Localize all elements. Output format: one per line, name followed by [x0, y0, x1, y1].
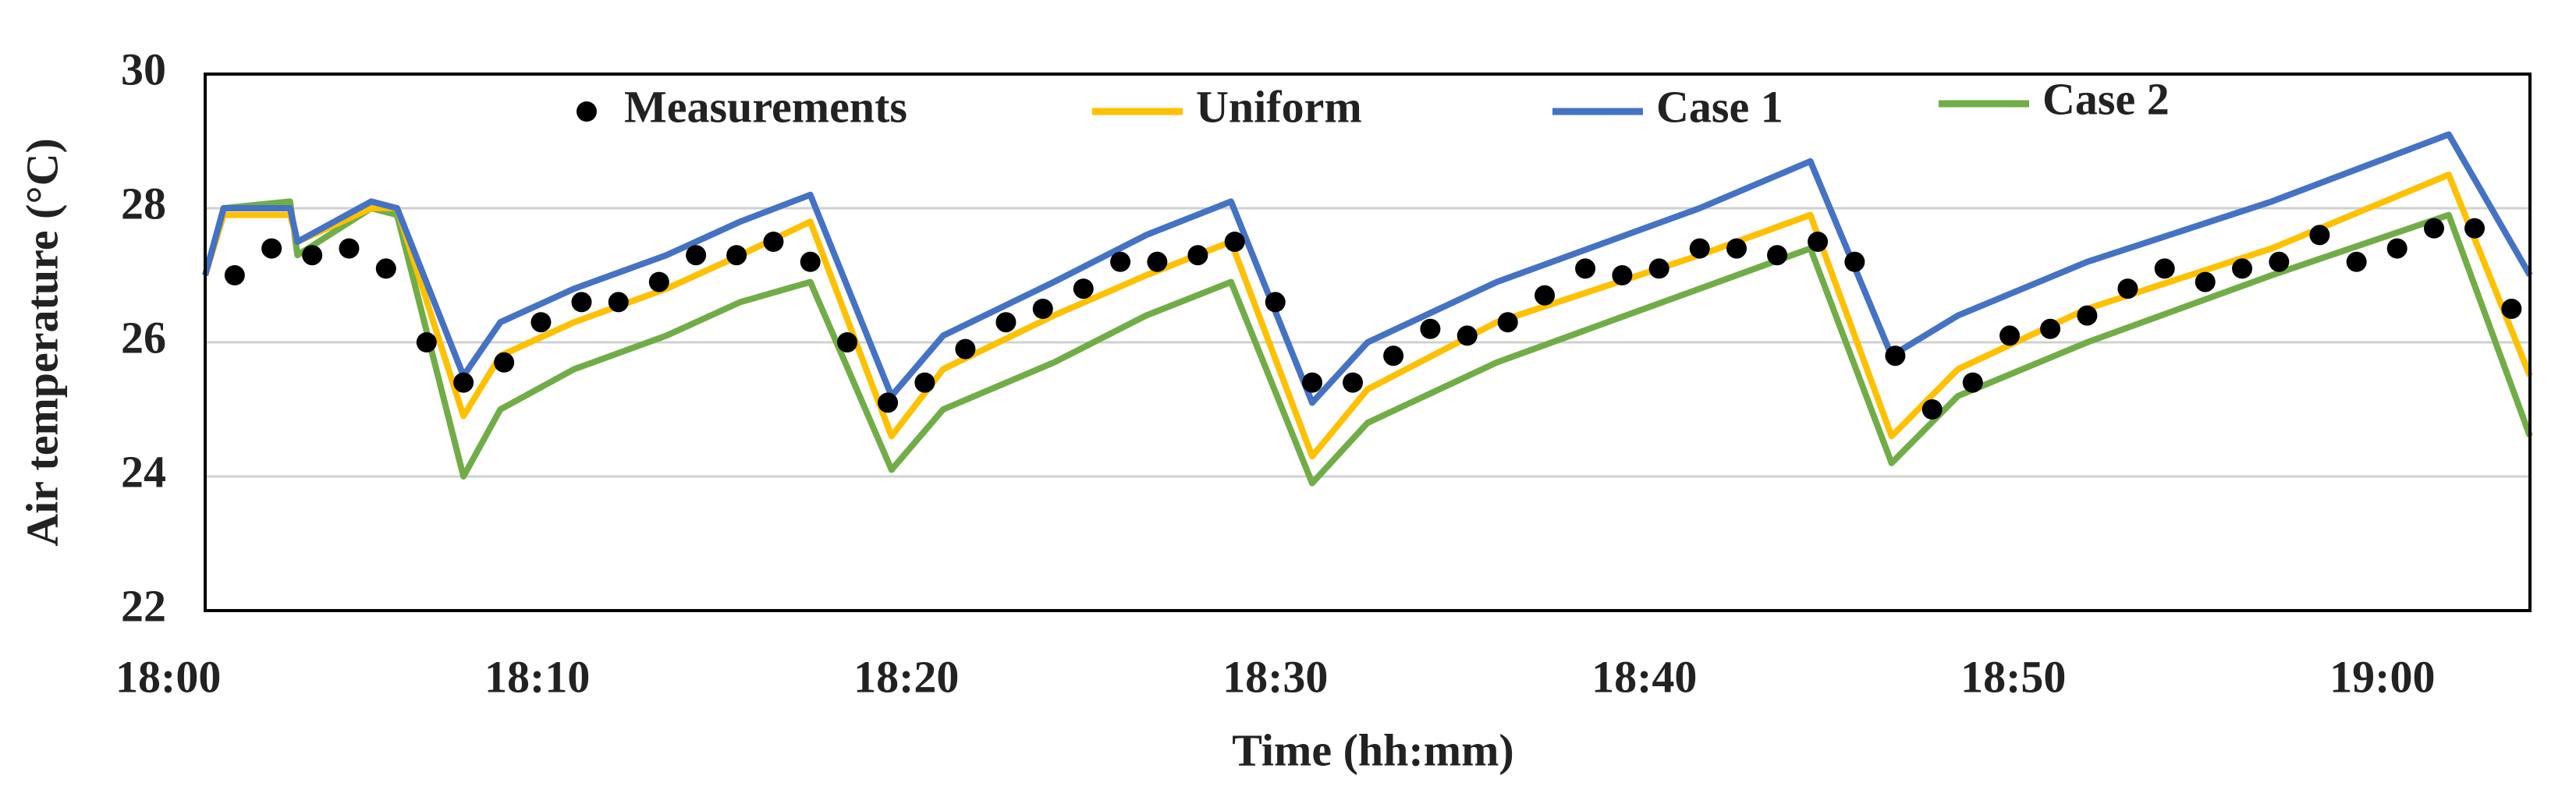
data-point	[1885, 345, 1906, 367]
data-point	[2386, 238, 2407, 259]
data-point	[375, 258, 396, 279]
legend-label: Case 1	[1656, 81, 1783, 132]
data-point	[1575, 258, 1596, 279]
data-point	[1497, 312, 1518, 333]
data-point	[2040, 318, 2061, 339]
data-point	[914, 372, 935, 393]
data-point	[1302, 372, 1323, 393]
data-point	[1962, 372, 1983, 393]
data-point	[1147, 251, 1168, 272]
data-point	[648, 271, 669, 292]
data-point	[1999, 325, 2021, 346]
data-point	[1420, 318, 1441, 339]
data-point	[800, 251, 821, 272]
data-point	[995, 312, 1017, 333]
data-point	[726, 245, 747, 266]
data-point	[2232, 258, 2253, 279]
data-point	[2501, 299, 2522, 319]
x-tick-label: 18:50	[1960, 651, 2066, 702]
y-axis-title: Air temperature (°C)	[16, 138, 67, 547]
data-point	[1767, 245, 1788, 266]
x-tick-label: 18:10	[484, 651, 590, 702]
data-point	[608, 292, 629, 313]
x-axis-title: Time (hh:mm)	[1232, 724, 1513, 775]
x-tick-label: 18:20	[853, 651, 959, 702]
data-point	[2269, 251, 2290, 272]
legend-label: Uniform	[1196, 81, 1362, 132]
data-point	[339, 238, 360, 259]
data-point	[2464, 218, 2486, 239]
x-tick-label: 18:30	[1222, 651, 1328, 702]
legend-label: Case 2	[2042, 73, 2170, 124]
data-point	[763, 232, 784, 252]
data-point	[2154, 258, 2175, 279]
data-point	[261, 238, 282, 259]
data-point	[1648, 258, 1669, 279]
data-point	[1535, 285, 1556, 306]
x-tick-label: 18:40	[1591, 651, 1697, 702]
data-point	[1612, 265, 1633, 285]
plot-border	[204, 73, 2532, 612]
data-line	[202, 198, 2533, 487]
x-tick-label: 18:00	[115, 651, 221, 702]
data-point	[494, 352, 515, 373]
legend-marker	[577, 101, 597, 122]
data-point	[453, 372, 474, 393]
legend-label: Measurements	[624, 81, 907, 132]
data-point	[837, 332, 858, 352]
data-point	[2117, 278, 2138, 299]
data-point	[416, 332, 437, 352]
data-point	[2309, 225, 2330, 246]
data-point	[1187, 245, 1208, 266]
y-tick-label: 30	[121, 44, 166, 94]
data-point	[1457, 325, 1478, 346]
data-point	[2195, 271, 2216, 292]
y-tick-label: 22	[121, 580, 166, 631]
data-point	[530, 312, 552, 333]
x-tick-label: 19:00	[2329, 651, 2435, 702]
data-line	[202, 172, 2533, 460]
data-point	[2077, 305, 2098, 326]
data-point	[1726, 238, 1747, 259]
y-tick-label: 28	[121, 178, 166, 228]
data-point	[1110, 251, 1131, 272]
data-point	[571, 292, 592, 313]
data-point	[224, 265, 245, 285]
data-point	[1032, 299, 1053, 319]
data-line	[202, 131, 2533, 406]
data-point	[1343, 372, 1364, 393]
data-point	[1265, 292, 1286, 313]
data-point	[1073, 278, 1094, 299]
y-tick-label: 26	[121, 312, 166, 363]
data-point	[1808, 232, 1829, 252]
data-point	[1224, 232, 1245, 252]
data-point	[878, 392, 899, 413]
data-point	[955, 338, 976, 359]
data-point	[1921, 399, 1943, 420]
data-point	[2424, 218, 2445, 239]
data-point	[1844, 251, 1865, 272]
data-point	[686, 245, 707, 266]
data-point	[302, 245, 323, 266]
data-point	[2346, 251, 2367, 272]
data-point	[1689, 238, 1710, 259]
y-tick-label: 24	[121, 446, 166, 497]
data-point	[1383, 345, 1404, 367]
